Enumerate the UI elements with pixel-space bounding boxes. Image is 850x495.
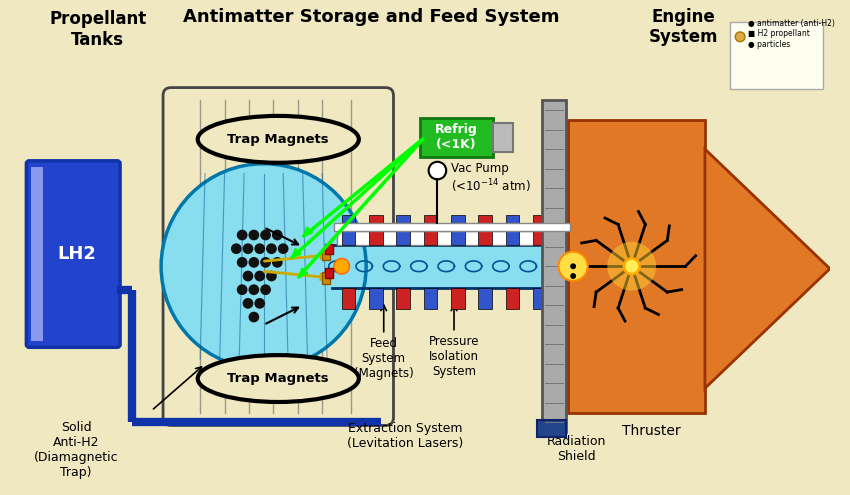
Bar [730,22,823,89]
Circle shape [428,162,446,179]
Bar [493,123,513,152]
Bar [506,215,519,245]
Text: Extraction System
(Levitation Lasers): Extraction System (Levitation Lasers) [347,423,463,450]
Text: Refrig
(<1K): Refrig (<1K) [435,123,478,151]
Bar [533,288,547,309]
Bar [396,288,410,309]
Polygon shape [705,149,830,388]
Circle shape [735,32,745,42]
Bar [334,223,570,231]
Text: ● antimatter (anti-H2)
■ H2 propellant
● particles: ● antimatter (anti-H2) ■ H2 propellant ●… [748,19,835,49]
Text: Antimatter Storage and Feed System: Antimatter Storage and Feed System [183,7,559,26]
Bar [369,215,382,245]
Circle shape [242,244,253,254]
Circle shape [248,312,259,322]
Text: LH2: LH2 [58,245,97,263]
Ellipse shape [198,116,359,163]
Circle shape [248,257,259,268]
Circle shape [248,230,259,241]
FancyBboxPatch shape [26,161,120,347]
Circle shape [334,258,349,274]
Circle shape [278,244,288,254]
Circle shape [260,257,271,268]
Bar [424,288,438,309]
Circle shape [248,284,259,295]
Circle shape [272,257,283,268]
Bar [424,215,438,245]
Circle shape [242,298,253,309]
Bar [542,100,566,432]
Circle shape [231,244,241,254]
Text: Radiation
Shield: Radiation Shield [547,435,606,463]
Bar [322,248,330,260]
Bar [479,215,492,245]
Bar [533,215,547,245]
Text: Trap Magnets: Trap Magnets [228,372,329,385]
Circle shape [260,284,271,295]
Bar [569,120,705,413]
Text: Pressure
Isolation
System: Pressure Isolation System [428,335,479,378]
Bar [451,215,465,245]
Bar [326,268,333,278]
Text: Engine
System: Engine System [649,7,718,47]
Circle shape [260,230,271,241]
Bar [451,288,465,309]
Bar [506,288,519,309]
Bar [342,215,355,245]
Bar [420,118,493,157]
Text: Vac Pump: Vac Pump [451,162,509,175]
Circle shape [266,244,277,254]
Circle shape [237,257,247,268]
Bar [537,420,566,437]
Circle shape [162,164,366,369]
Text: Propellant
Tanks: Propellant Tanks [49,10,146,49]
Circle shape [254,298,265,309]
Bar [332,245,542,288]
Circle shape [237,284,247,295]
Circle shape [570,263,576,269]
Bar [396,215,410,245]
Ellipse shape [198,355,359,402]
Circle shape [254,244,265,254]
Circle shape [272,230,283,241]
Bar [326,244,333,253]
Circle shape [237,230,247,241]
Bar [479,288,492,309]
Circle shape [558,251,588,281]
Text: Solid
Anti-H2
(Diamagnetic
Trap): Solid Anti-H2 (Diamagnetic Trap) [34,421,118,479]
Bar [337,231,560,245]
Text: (<10$^{-14}$ atm): (<10$^{-14}$ atm) [451,177,531,195]
Circle shape [624,258,639,274]
Circle shape [254,271,265,281]
Bar [31,167,43,342]
Bar [322,272,330,284]
Text: Thruster: Thruster [622,424,681,439]
Text: Trap Magnets: Trap Magnets [228,133,329,146]
Circle shape [242,271,253,281]
Circle shape [570,273,576,279]
Circle shape [607,242,656,291]
Bar [342,288,355,309]
Circle shape [266,271,277,281]
Text: Feed
System
(Magnets): Feed System (Magnets) [354,337,414,380]
Bar [369,288,382,309]
